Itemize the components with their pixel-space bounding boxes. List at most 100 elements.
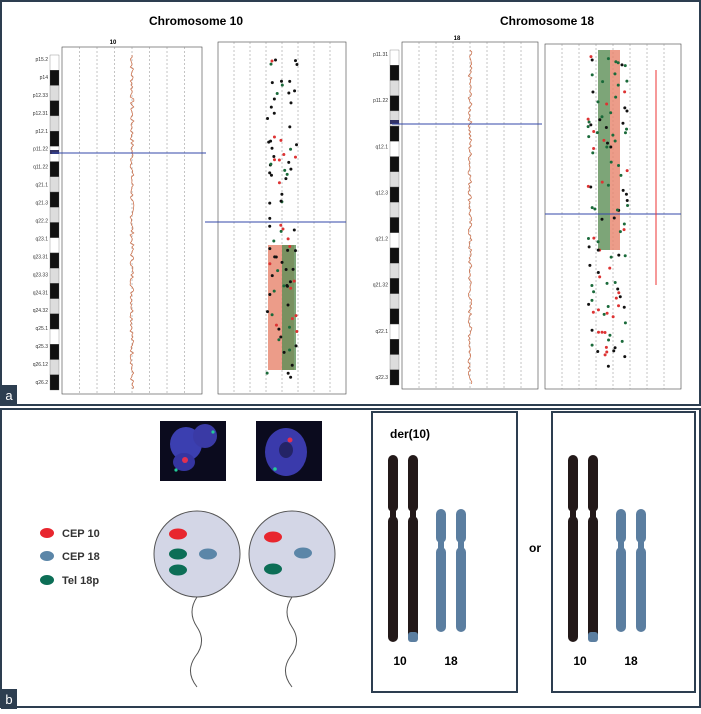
probe-dot [286,303,290,307]
probe-dot [623,131,627,135]
ideogram-band [389,95,400,112]
probe-dot [590,343,594,347]
probe-dot [280,192,284,196]
probe-dot [616,83,620,87]
probe-dot [272,135,276,139]
probe-dot [592,290,596,294]
legend-label: CEP 18 [62,551,100,563]
ideogram-band [49,130,60,147]
probe-dot [618,295,622,299]
centromere [390,120,399,124]
probe-dot [288,125,292,129]
probe-dot [586,237,590,241]
probe-dot [603,330,607,334]
ideogram-band [49,237,60,254]
probe-dot [280,83,284,87]
ideogram-band [389,156,400,172]
probe-dot [589,185,593,189]
probe-dot [590,283,594,287]
probe-dot [614,95,618,99]
ideogram-band [389,217,400,233]
band-label: q26.2 [35,380,48,386]
ideogram-band [389,232,400,249]
probe-dot [590,73,594,77]
probe-dot [596,308,600,312]
probe-dot [617,253,621,257]
centromere [570,511,576,517]
probe-dot [268,262,272,266]
probe-dot [616,287,620,291]
ideogram-band [389,141,400,157]
gain-region [598,50,610,250]
probe-dot [292,228,296,232]
probe-dot [623,321,627,325]
probe-dot [288,325,292,329]
ideogram-band [49,268,60,284]
probe-dot [587,135,591,139]
probe-dot [590,298,594,302]
probe-dot [277,338,281,342]
band-label: p12.31 [33,111,49,117]
probe-dot [269,139,273,143]
probe-dot [293,155,297,159]
probe-dot [607,338,611,342]
band-label: q25.1 [35,326,48,332]
probe-dot [289,167,293,171]
band-label: q12.3 [375,190,388,196]
probe-dot [605,102,609,106]
tail [285,596,297,688]
probe-dot [281,227,285,231]
panel-label: b [5,692,12,707]
probe-dot [276,269,280,273]
band-label: q24.31 [33,290,49,296]
probe-dot [269,62,273,66]
probe-dot [623,355,627,359]
probe-dot [602,312,606,316]
probe-dot [270,274,274,278]
signal-green [211,430,215,434]
probe-dot [598,118,602,122]
separator: or [529,541,541,555]
ideogram-band [49,161,60,177]
probe-dot [592,130,596,134]
probe-dot [589,55,593,59]
probe-dot [625,79,629,83]
band-label: p15.2 [35,57,48,63]
probe-dot [604,345,608,349]
probe-dot [287,160,291,164]
probe-dot [600,115,604,119]
probe-dot [612,349,616,353]
probe-dot [593,207,597,211]
probe-dot [611,133,615,137]
probe-dot [618,230,622,234]
signal [264,563,282,575]
probe-dot [616,61,620,65]
band-label: p11.22 [33,147,48,153]
centromere [458,542,464,548]
tail [190,596,202,688]
chromosome-arm [636,547,646,632]
probe-dot [279,335,283,339]
probe-dot [604,125,608,129]
signal-red [182,457,188,463]
probe-dot [625,199,629,203]
chromosome-arm [408,455,418,512]
probe-dot [586,125,590,129]
probe-dot [615,208,619,212]
probe-dot [286,237,290,241]
probe-dot [285,172,289,176]
probe-dot [591,151,595,155]
probe-dot [272,289,276,293]
probe-dot [590,328,594,332]
probe-dot [596,349,600,353]
probe-dot [609,255,613,259]
chromosome-arm [436,509,446,543]
probe-dot [590,58,594,62]
probe-dot [623,254,627,258]
probe-dot [600,180,604,184]
panel-b-label-bg [1,689,17,709]
probe-dot [295,63,299,67]
probe-dot [272,111,276,115]
probe-dot [603,353,607,357]
signal [169,528,187,540]
